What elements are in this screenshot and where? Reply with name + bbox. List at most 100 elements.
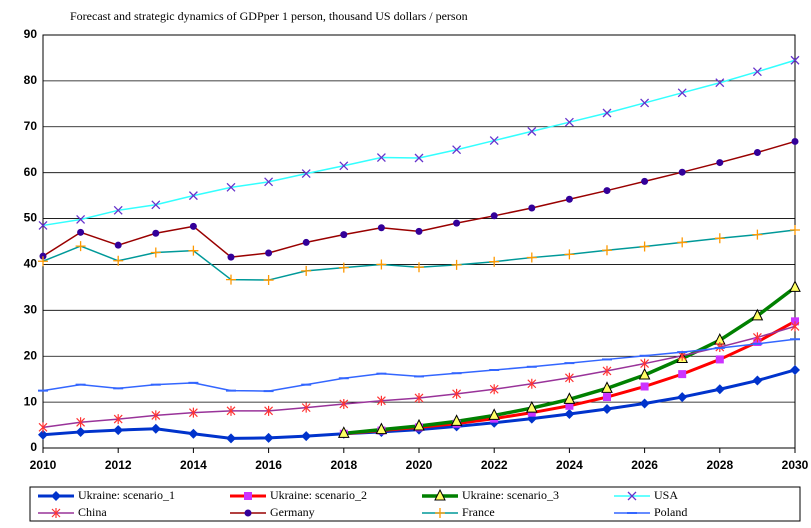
point-marker	[38, 256, 48, 267]
series-line	[42, 59, 796, 227]
legend-marker	[244, 509, 252, 517]
point-marker	[602, 365, 612, 376]
point-marker	[716, 159, 724, 167]
point-marker	[414, 153, 424, 163]
point-marker	[301, 431, 312, 442]
legend-label: Poland	[654, 505, 687, 519]
plot-frame	[42, 34, 796, 449]
point-marker	[39, 252, 47, 260]
point-marker	[489, 136, 499, 146]
y-tick-label: 40	[24, 257, 38, 271]
legend-box	[29, 486, 801, 522]
legend-marker	[627, 491, 637, 501]
point-marker	[751, 308, 764, 321]
point-marker	[340, 231, 348, 239]
y-tick-label: 30	[24, 303, 38, 317]
point-marker	[790, 364, 800, 375]
point-marker	[76, 215, 86, 224]
x-tick-label: 2016	[255, 458, 282, 472]
point-marker	[76, 417, 86, 428]
point-marker	[714, 384, 725, 395]
point-marker	[226, 433, 236, 444]
point-marker	[265, 249, 273, 257]
point-marker	[564, 372, 574, 383]
legend-label: USA	[654, 488, 678, 502]
point-marker	[638, 367, 651, 380]
point-marker	[677, 88, 687, 98]
point-marker	[150, 423, 161, 434]
point-marker	[564, 117, 574, 127]
x-tick-label: 2030	[782, 458, 809, 472]
point-marker	[790, 321, 800, 332]
point-marker	[640, 358, 650, 369]
point-marker	[489, 256, 500, 267]
point-marker	[678, 370, 687, 379]
point-marker	[639, 398, 650, 409]
point-marker	[77, 228, 85, 236]
legend-marker	[51, 491, 61, 501]
point-marker	[301, 265, 312, 276]
point-marker	[677, 392, 688, 403]
x-tick-label: 2026	[631, 458, 658, 472]
point-marker	[150, 247, 161, 258]
legend-marker	[434, 488, 446, 501]
point-marker	[113, 425, 124, 436]
point-marker	[151, 410, 161, 421]
point-marker	[226, 274, 236, 285]
point-marker	[152, 229, 160, 237]
point-marker	[525, 400, 538, 413]
point-marker	[791, 317, 799, 326]
y-tick-label: 60	[24, 165, 38, 179]
point-marker	[38, 429, 48, 440]
x-tick-label: 2018	[330, 458, 357, 472]
point-marker	[715, 355, 724, 364]
point-marker	[264, 177, 274, 187]
point-marker	[339, 161, 349, 171]
point-marker	[752, 332, 762, 343]
point-marker	[227, 253, 235, 261]
point-marker	[114, 241, 122, 249]
point-marker	[489, 384, 499, 395]
point-marker	[451, 259, 462, 270]
point-marker	[375, 422, 388, 435]
chart-title: Forecast and strategic dynamics of GDPpe…	[70, 9, 468, 23]
point-marker	[301, 169, 311, 179]
point-marker	[151, 200, 161, 210]
point-marker	[452, 145, 462, 155]
point-marker	[565, 195, 573, 203]
x-tick-label: 2012	[105, 458, 132, 472]
point-marker	[488, 408, 501, 420]
point-marker	[603, 187, 611, 195]
point-marker	[264, 405, 274, 416]
point-marker	[75, 241, 86, 252]
point-marker	[715, 78, 725, 88]
point-marker	[527, 126, 537, 136]
y-tick-label: 90	[24, 27, 38, 41]
point-marker	[640, 382, 649, 391]
legend-label: France	[462, 505, 495, 519]
legend-label: Germany	[270, 505, 315, 519]
point-marker	[602, 108, 612, 118]
point-marker	[413, 418, 425, 431]
point-marker	[376, 153, 386, 162]
y-tick-label: 0	[30, 440, 37, 454]
point-marker	[453, 219, 461, 227]
point-marker	[678, 168, 686, 176]
legend-marker	[244, 492, 252, 500]
point-marker	[377, 224, 385, 232]
point-marker	[414, 262, 424, 273]
point-marker	[188, 191, 198, 201]
point-marker	[639, 241, 650, 252]
point-marker	[450, 414, 463, 426]
y-tick-label: 20	[24, 348, 38, 362]
y-tick-label: 10	[24, 394, 38, 408]
point-marker	[38, 422, 48, 433]
point-marker	[263, 432, 274, 443]
point-marker	[414, 392, 424, 403]
point-marker	[452, 388, 462, 399]
point-marker	[301, 402, 311, 413]
point-marker	[376, 395, 386, 406]
point-marker	[38, 220, 48, 230]
x-tick-label: 2028	[706, 458, 733, 472]
